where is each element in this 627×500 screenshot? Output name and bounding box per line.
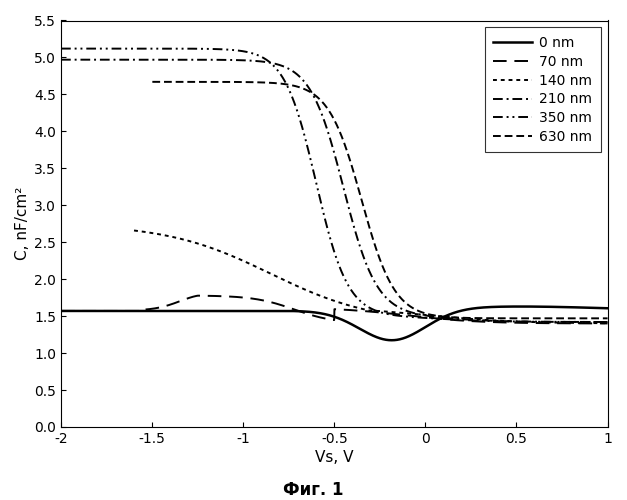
0 nm	[604, 306, 611, 312]
70 nm	[324, 316, 331, 322]
70 nm	[85, 308, 93, 314]
140 nm	[588, 320, 596, 326]
140 nm	[323, 295, 330, 301]
Line: 0 nm: 0 nm	[61, 306, 608, 340]
0 nm	[323, 312, 330, 318]
70 nm	[488, 319, 495, 325]
0 nm	[589, 305, 596, 311]
210 nm	[488, 318, 495, 324]
210 nm	[323, 125, 330, 131]
630 nm	[604, 316, 611, 322]
210 nm	[604, 319, 611, 325]
Line: 210 nm: 210 nm	[61, 60, 608, 322]
630 nm	[308, 90, 316, 96]
0 nm	[516, 304, 524, 310]
350 nm	[587, 319, 595, 325]
630 nm	[588, 316, 596, 322]
Line: 70 nm: 70 nm	[61, 296, 608, 324]
0 nm	[588, 305, 596, 311]
0 nm	[388, 337, 396, 343]
350 nm	[488, 318, 495, 324]
Line: 350 nm: 350 nm	[61, 48, 608, 322]
630 nm	[488, 315, 495, 321]
140 nm	[587, 320, 595, 326]
70 nm	[604, 320, 611, 326]
Legend: 0 nm, 70 nm, 140 nm, 210 nm, 350 nm, 630 nm: 0 nm, 70 nm, 140 nm, 210 nm, 350 nm, 630…	[485, 28, 601, 152]
350 nm	[604, 319, 611, 325]
X-axis label: Vs, V: Vs, V	[315, 450, 354, 465]
0 nm	[308, 309, 316, 315]
0 nm	[57, 308, 65, 314]
350 nm	[323, 223, 330, 229]
Text: Фиг. 1: Фиг. 1	[283, 481, 344, 499]
Y-axis label: C, nF/cm²: C, nF/cm²	[15, 187, 30, 260]
630 nm	[587, 316, 595, 322]
350 nm	[57, 46, 65, 52]
70 nm	[588, 320, 596, 326]
350 nm	[588, 319, 596, 325]
0 nm	[85, 308, 93, 314]
0 nm	[488, 304, 495, 310]
70 nm	[588, 320, 596, 326]
Line: 140 nm: 140 nm	[134, 230, 608, 323]
210 nm	[588, 319, 596, 325]
140 nm	[488, 318, 495, 324]
70 nm	[57, 308, 65, 314]
210 nm	[57, 56, 65, 62]
70 nm	[194, 292, 201, 298]
140 nm	[604, 320, 611, 326]
210 nm	[85, 56, 93, 62]
210 nm	[587, 319, 595, 325]
630 nm	[323, 104, 330, 110]
210 nm	[308, 90, 316, 96]
350 nm	[308, 164, 316, 170]
Line: 630 nm: 630 nm	[152, 82, 608, 318]
350 nm	[85, 46, 93, 52]
140 nm	[308, 290, 316, 296]
70 nm	[309, 312, 317, 318]
